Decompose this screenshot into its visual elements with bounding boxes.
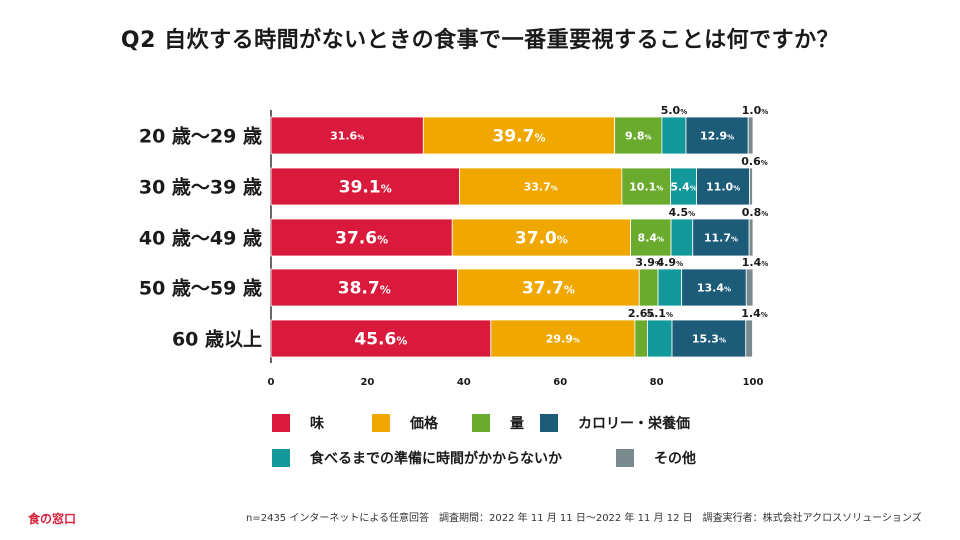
data-label-price: 37.0% (515, 229, 568, 249)
data-label-prep: 4.5% (669, 206, 696, 219)
bar-segment-amount (638, 268, 659, 307)
bar-segment-taste (270, 116, 424, 155)
bar-segment-price (459, 167, 623, 206)
data-label-taste: 39.1% (339, 178, 392, 198)
bar-segment-price (451, 218, 631, 257)
legend-label-prep: 食べるまでの準備に時間がかからないか (310, 451, 562, 467)
bar-segment-calorie (681, 268, 747, 307)
legend-label-calorie: カロリー・栄養価 (578, 416, 690, 432)
data-label-price: 37.7% (522, 279, 575, 299)
legend-item-amount: 量 (472, 413, 524, 433)
bar-segment-amount (621, 167, 671, 206)
bar-segment-other (747, 116, 754, 155)
data-label-other: 1.0% (742, 104, 769, 117)
bar-segment-price (422, 116, 616, 155)
category-label: 60 歳以上 (172, 329, 262, 351)
legend-label-other: その他 (654, 451, 696, 467)
data-label-prep: 5.0% (661, 104, 688, 117)
bar-segment-taste (270, 319, 492, 358)
data-label-other: 0.6% (741, 155, 768, 168)
bar-segment-amount (634, 319, 648, 358)
bar-segment-calorie (692, 218, 750, 257)
bar-segment-calorie (685, 116, 749, 155)
data-label-other: 1.4% (741, 307, 768, 320)
bar-segment-other (749, 167, 753, 206)
data-label-calorie: 13.4% (697, 282, 731, 295)
data-label-other: 0.8% (742, 206, 769, 219)
legend-label-taste: 味 (310, 416, 324, 432)
data-label-taste: 37.6% (335, 229, 388, 249)
brand-logo-text: 食の窓口 (28, 512, 77, 526)
data-label-price: 33.7% (524, 181, 558, 194)
bar-segment-prep (670, 218, 694, 257)
data-label-taste: 31.6% (330, 130, 364, 143)
bar-segment-taste (270, 218, 453, 257)
bar-segment-prep (657, 268, 683, 307)
legend-swatch-prep (272, 449, 290, 467)
data-label-amount: 2.6% (628, 307, 655, 320)
category-label: 20 歳〜29 歳 (139, 126, 262, 148)
legend-item-taste: 味 (272, 413, 324, 433)
legend-swatch-price (372, 414, 390, 432)
bar-segment-other (748, 218, 754, 257)
bar-segment-prep (661, 116, 687, 155)
legend-label-price: 価格 (410, 416, 438, 432)
data-label-amount: 9.8% (625, 130, 652, 143)
data-label-calorie: 12.9% (700, 130, 734, 143)
bar-segment-price (457, 268, 640, 307)
x-tick-label: 0 (268, 377, 275, 388)
legend-swatch-other (616, 449, 634, 467)
legend-item-prep: 食べるまでの準備に時間がかからないか (272, 448, 562, 468)
data-label-prep: 5.4% (670, 181, 697, 194)
bar-segment-taste (270, 268, 458, 307)
x-tick-label: 80 (650, 377, 664, 388)
data-label-calorie: 11.7% (704, 232, 738, 245)
bar-segment-other (745, 319, 753, 358)
legend-item-price: 価格 (372, 413, 438, 433)
x-tick-label: 20 (360, 377, 374, 388)
bar-segment-amount (614, 116, 663, 155)
legend-swatch-taste (272, 414, 290, 432)
category-label: 40 歳〜49 歳 (139, 228, 262, 250)
data-label-taste: 45.6% (354, 330, 407, 350)
data-label-taste: 38.7% (338, 279, 391, 299)
data-label-amount: 8.4% (638, 232, 665, 245)
bar-segment-calorie (696, 167, 751, 206)
chart-title: Q2 自炊する時間がないときの食事で一番重要視することは何ですか？ (120, 28, 840, 53)
bar-segment-taste (270, 167, 460, 206)
legend-swatch-calorie (540, 414, 558, 432)
data-label-prep: 5.1% (646, 307, 673, 320)
data-label-price: 29.9% (546, 333, 580, 346)
stacked-bar-chart: 0 20 40 60 80 100 20 歳〜29 歳 31.6% 39.7% 9.8% 5.0% 1… (139, 104, 769, 388)
bar-segment-prep (647, 319, 673, 358)
category-label: 50 歳〜59 歳 (139, 278, 262, 300)
data-label-amount: 10.1% (629, 181, 663, 194)
legend-label-amount: 量 (510, 416, 524, 432)
x-tick-label: 60 (553, 377, 567, 388)
data-label-calorie: 15.3% (692, 333, 726, 346)
x-tick-label: 100 (743, 377, 764, 388)
data-label-prep: 4.9% (657, 256, 684, 269)
data-label-price: 39.7% (492, 127, 545, 147)
legend-item-other: その他 (616, 448, 696, 468)
survey-footnote: n=2435 インターネットによる任意回答 調査期間：2022 年 11 月 1… (246, 513, 922, 524)
data-label-other: 1.4% (742, 256, 769, 269)
bar-segment-other (745, 268, 754, 307)
bar-segment-price (490, 319, 636, 358)
data-label-calorie: 11.0% (706, 181, 740, 194)
x-tick-label: 40 (457, 377, 471, 388)
category-label: 30 歳〜39 歳 (139, 177, 262, 199)
data-label-amount: 3.9% (635, 256, 662, 269)
legend-swatch-amount (472, 414, 490, 432)
bar-segment-amount (630, 218, 672, 257)
legend-item-calorie: カロリー・栄養価 (540, 413, 690, 433)
